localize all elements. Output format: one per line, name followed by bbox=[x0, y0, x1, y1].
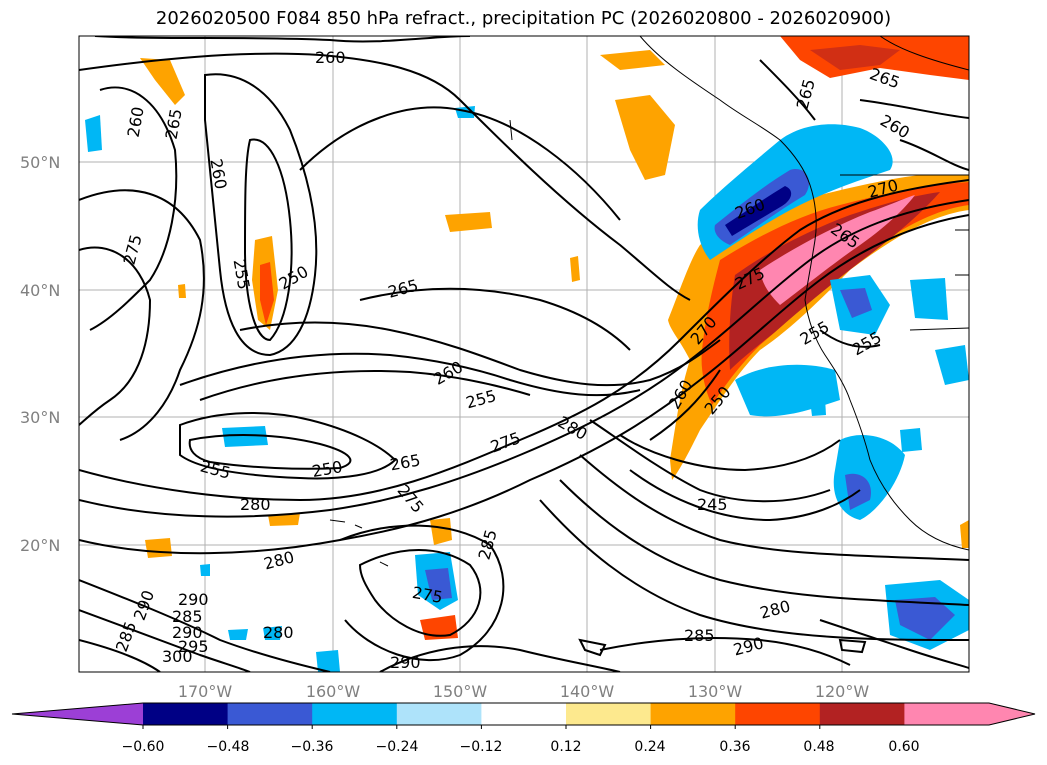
lat-label: 20°N bbox=[20, 536, 60, 555]
colorbar-extend-max bbox=[989, 703, 1035, 725]
colorbar-tick-label: −0.36 bbox=[291, 739, 334, 755]
colorbar-bin bbox=[566, 703, 652, 725]
longitude-labels: 170°W 160°W 150°W 140°W 130°W 120°W bbox=[178, 682, 870, 701]
colorbar-tick-label: 0.36 bbox=[719, 739, 750, 755]
lat-label: 50°N bbox=[20, 153, 60, 172]
colorbar-tick-label: −0.24 bbox=[376, 739, 419, 755]
colorbar-ticks: −0.60 −0.48 −0.36 −0.24 −0.12 0.12 0.24 … bbox=[122, 739, 920, 755]
colorbar-bin bbox=[904, 703, 990, 725]
lon-label: 130°W bbox=[688, 682, 743, 701]
lat-label: 30°N bbox=[20, 408, 60, 427]
map-title: 2026020500 F084 850 hPa refract., precip… bbox=[155, 8, 892, 29]
colorbar-tick-label: −0.12 bbox=[460, 739, 503, 755]
contour-label: 280 bbox=[240, 495, 271, 514]
lon-label: 140°W bbox=[560, 682, 615, 701]
refractivity-contours bbox=[79, 36, 969, 672]
colorbar bbox=[11, 702, 1036, 729]
colorbar-bin bbox=[650, 703, 736, 725]
lon-label: 150°W bbox=[433, 682, 488, 701]
colorbar-tick-label: 0.60 bbox=[888, 739, 919, 755]
lon-label: 120°W bbox=[815, 682, 870, 701]
contour-label: 290 bbox=[178, 590, 209, 609]
map-frame bbox=[78, 35, 970, 673]
colorbar-bin bbox=[819, 703, 905, 725]
colorbar-bin bbox=[481, 703, 567, 725]
negative-precip-shading bbox=[85, 106, 969, 672]
colorbar-tick-label: 0.12 bbox=[550, 739, 581, 755]
lat-label: 40°N bbox=[20, 281, 60, 300]
latitude-labels: 50°N 40°N 30°N 20°N bbox=[20, 153, 60, 555]
colorbar-tick-label: 0.24 bbox=[634, 739, 665, 755]
contour-label: 280 bbox=[263, 623, 294, 642]
colorbar-bin bbox=[735, 703, 821, 725]
contour-label: 300 bbox=[162, 647, 193, 666]
contour-label: 290 bbox=[172, 623, 203, 642]
colorbar-bin bbox=[143, 703, 229, 725]
coastlines bbox=[329, 36, 969, 567]
colorbar-bin bbox=[312, 703, 398, 725]
contour-label: 285 bbox=[684, 626, 715, 645]
colorbar-tick-label: −0.48 bbox=[207, 739, 250, 755]
colorbar-bin bbox=[396, 703, 482, 725]
colorbar-tick-label: −0.60 bbox=[122, 739, 165, 755]
contour-label: 295 bbox=[178, 637, 209, 656]
contour-label: 245 bbox=[697, 495, 728, 514]
colorbar-tick-label: 0.48 bbox=[803, 739, 834, 755]
colorbar-extend-min bbox=[12, 703, 143, 725]
colorbar-bin bbox=[227, 703, 313, 725]
lon-label: 160°W bbox=[306, 682, 361, 701]
lon-label: 170°W bbox=[178, 682, 233, 701]
contour-label: 285 bbox=[172, 607, 203, 626]
contour-label: 290 bbox=[390, 653, 421, 672]
contour-label: 260 bbox=[315, 48, 346, 67]
